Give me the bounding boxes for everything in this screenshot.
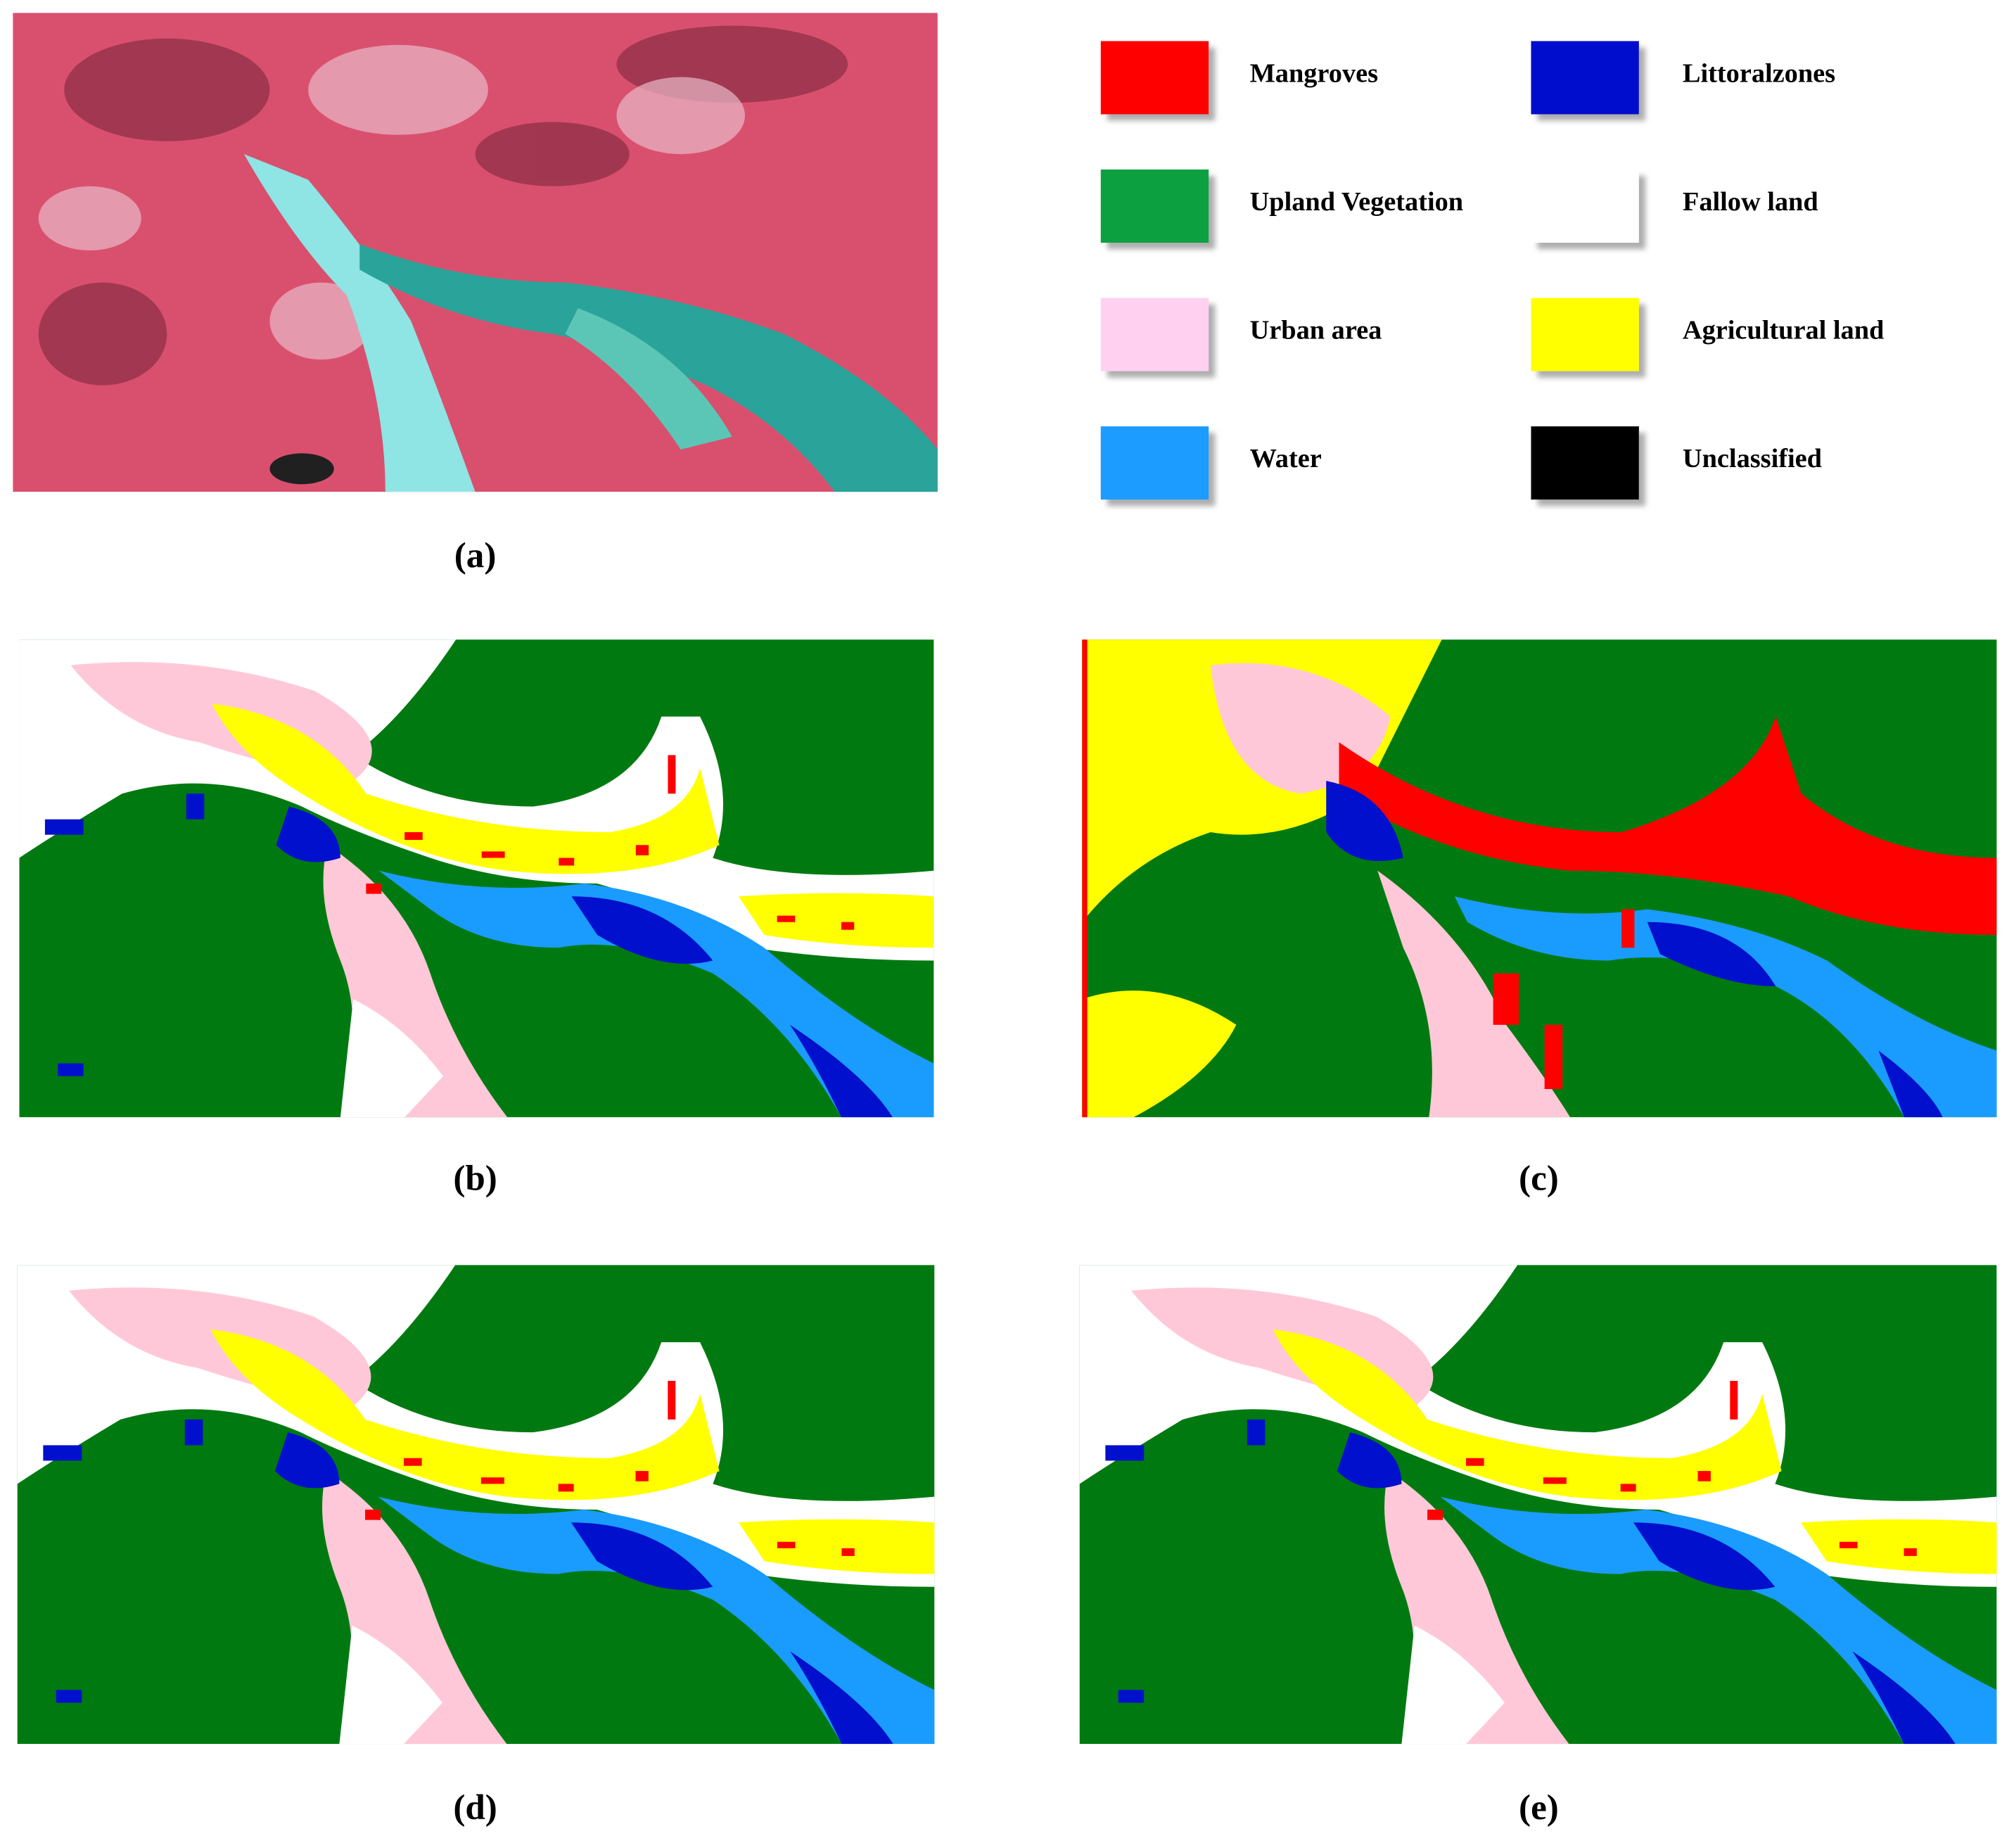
legend-swatch xyxy=(1100,41,1209,115)
legend-label: Urban area xyxy=(1250,316,1382,345)
legend-swatch xyxy=(1100,426,1209,500)
panel-label: (b) xyxy=(453,1158,497,1198)
satellite-image xyxy=(13,13,938,492)
panel-label: (a) xyxy=(454,535,497,575)
panel-label: (c) xyxy=(1519,1158,1559,1198)
legend-swatch xyxy=(1531,426,1639,500)
panel-label: (e) xyxy=(1519,1788,1559,1828)
classification-map xyxy=(19,639,934,1118)
classification-map xyxy=(17,1265,935,1745)
legend-label: Littoralzones xyxy=(1683,59,1835,89)
legend-label: Upland Vegetation xyxy=(1250,187,1464,217)
legend-swatch xyxy=(1531,169,1639,243)
legend-swatch xyxy=(1531,41,1639,115)
legend: Mangroves Littoralzones Upland Vegetation F… xyxy=(1100,41,1884,500)
legend-swatch xyxy=(1531,298,1639,371)
legend-swatch xyxy=(1100,169,1209,243)
legend-swatch xyxy=(1100,298,1209,371)
legend-label: Agricultural land xyxy=(1683,316,1884,345)
legend-label: Water xyxy=(1250,444,1322,473)
classification-map xyxy=(1082,639,1997,1118)
legend-label: Mangroves xyxy=(1250,59,1378,89)
panel-label: (d) xyxy=(453,1788,497,1828)
classification-map xyxy=(1079,1265,1997,1745)
legend-label: Unclassified xyxy=(1683,444,1822,473)
legend-label: Fallow land xyxy=(1683,187,1818,217)
